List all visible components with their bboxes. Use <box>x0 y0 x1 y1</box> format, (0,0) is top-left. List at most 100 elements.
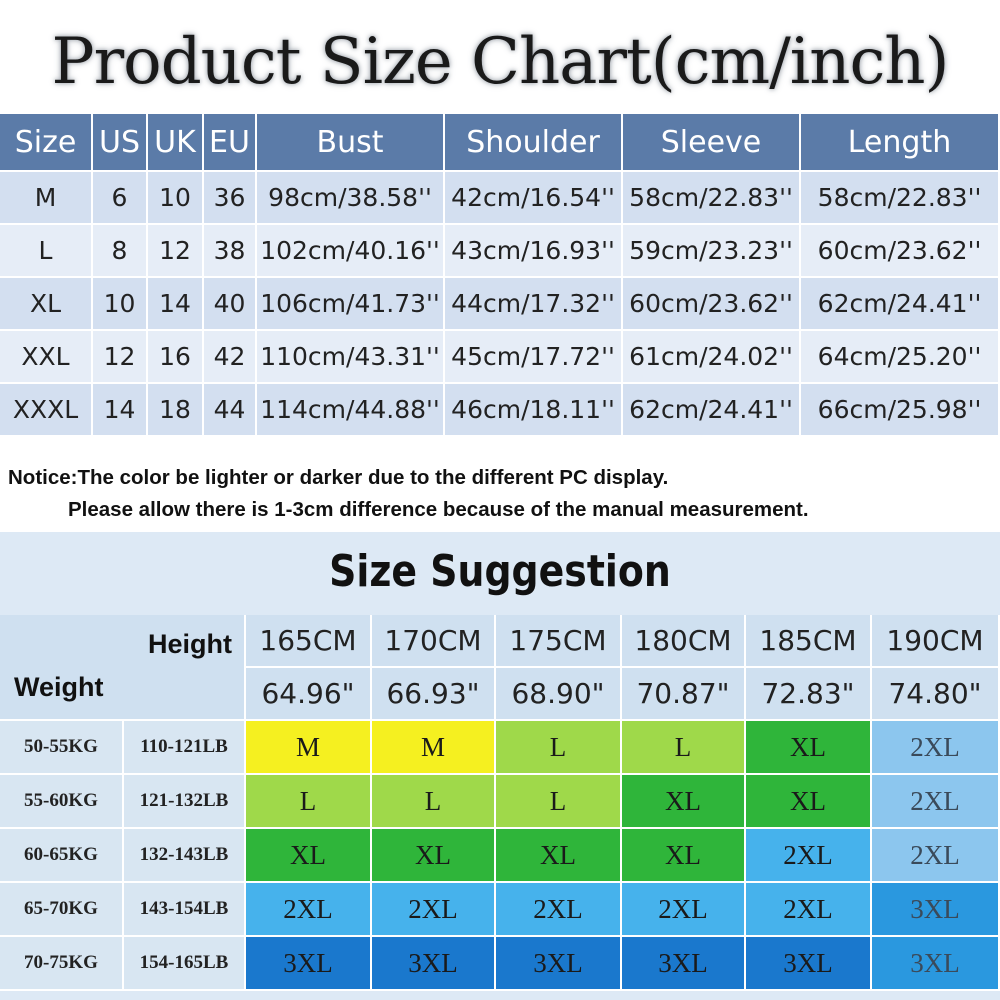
header-eu: EU <box>204 114 257 170</box>
cell-bust: 114cm/44.88'' <box>257 382 445 435</box>
suggestion-row: 50-55KG 110-121LB M M L L XL 2XL <box>0 721 1000 775</box>
cell-shoulder: 43cm/16.93'' <box>445 223 623 276</box>
cell-sleeve: 59cm/23.23'' <box>623 223 801 276</box>
header-bust: Bust <box>257 114 445 170</box>
suggested-size: 2XL <box>622 883 746 937</box>
notice-line-2: Please allow there is 1-3cm difference b… <box>68 498 809 521</box>
size-chart-row: XXXL 14 18 44 114cm/44.88'' 46cm/18.11'' 62cm/… <box>0 382 1000 435</box>
height-inch: 74.80" <box>872 668 1000 721</box>
header-uk: UK <box>148 114 204 170</box>
height-cm: 185CM <box>746 615 872 668</box>
suggested-size: 3XL <box>372 937 496 991</box>
cell-size: M <box>0 170 93 223</box>
height-cm: 190CM <box>872 615 1000 668</box>
height-cm-row: Height Weight 165CM 170CM 175CM 180CM 18… <box>0 615 1000 721</box>
header-size: Size <box>0 114 93 170</box>
suggested-size: 2XL <box>872 829 1000 883</box>
cell-bust: 98cm/38.58'' <box>257 170 445 223</box>
cell-shoulder: 44cm/17.32'' <box>445 276 623 329</box>
cell-us: 6 <box>93 170 148 223</box>
suggestion-row: 55-60KG 121-132LB L L L XL XL 2XL <box>0 775 1000 829</box>
notice-line-1: Notice:The color be lighter or darker du… <box>8 466 669 489</box>
suggestion-row: 60-65KG 132-143LB XL XL XL XL 2XL 2XL <box>0 829 1000 883</box>
notice: Notice:The color be lighter or darker du… <box>8 462 998 526</box>
cell-us: 10 <box>93 276 148 329</box>
suggested-size: 2XL <box>746 883 872 937</box>
cell-eu: 44 <box>204 382 257 435</box>
suggested-size: L <box>372 775 496 829</box>
cell-length: 58cm/22.83'' <box>801 170 1000 223</box>
height-label: Height <box>148 629 232 659</box>
corner-cell: Height Weight <box>0 615 246 721</box>
suggested-size: 2XL <box>746 829 872 883</box>
height-inch-row: 64.96" 66.93" 68.90" 70.87" 72.83" 74.80… <box>0 668 1000 721</box>
suggested-size: M <box>246 721 372 775</box>
cell-sleeve: 58cm/22.83'' <box>623 170 801 223</box>
height-inch: 70.87" <box>622 668 746 721</box>
suggested-size: 3XL <box>872 937 1000 991</box>
size-chart-row: L 8 12 38 102cm/40.16'' 43cm/16.93'' 59cm/23.2… <box>0 223 1000 276</box>
header-shoulder: Shoulder <box>445 114 623 170</box>
cell-size: L <box>0 223 93 276</box>
cell-sleeve: 60cm/23.62'' <box>623 276 801 329</box>
cell-eu: 40 <box>204 276 257 329</box>
cell-sleeve: 62cm/24.41'' <box>623 382 801 435</box>
cell-eu: 42 <box>204 329 257 382</box>
suggested-size: XL <box>496 829 622 883</box>
size-chart-table: Size US UK EU Bust Shoulder Sleeve Lengt… <box>0 114 1000 435</box>
suggested-size: 3XL <box>246 937 372 991</box>
header-us: US <box>93 114 148 170</box>
cell-uk: 18 <box>148 382 204 435</box>
size-chart-row: XL 10 14 40 106cm/41.73'' 44cm/17.32'' 60cm/23… <box>0 276 1000 329</box>
suggested-size: 3XL <box>746 937 872 991</box>
weight-kg: 60-65KG <box>0 829 124 883</box>
cell-uk: 14 <box>148 276 204 329</box>
cell-shoulder: 45cm/17.72'' <box>445 329 623 382</box>
cell-shoulder: 46cm/18.11'' <box>445 382 623 435</box>
suggested-size: 3XL <box>622 937 746 991</box>
suggested-size: XL <box>246 829 372 883</box>
header-sleeve: Sleeve <box>623 114 801 170</box>
suggested-size: XL <box>622 775 746 829</box>
cell-length: 60cm/23.62'' <box>801 223 1000 276</box>
height-cm: 165CM <box>246 615 372 668</box>
size-suggestion-table: Height Weight 165CM 170CM 175CM 180CM 18… <box>0 615 1000 991</box>
cell-length: 64cm/25.20'' <box>801 329 1000 382</box>
cell-bust: 106cm/41.73'' <box>257 276 445 329</box>
suggested-size: L <box>246 775 372 829</box>
weight-kg: 55-60KG <box>0 775 124 829</box>
suggested-size: XL <box>372 829 496 883</box>
suggested-size: 3XL <box>496 937 622 991</box>
weight-kg: 50-55KG <box>0 721 124 775</box>
weight-kg: 65-70KG <box>0 883 124 937</box>
suggested-size: 3XL <box>872 883 1000 937</box>
cell-size: XL <box>0 276 93 329</box>
height-cm: 175CM <box>496 615 622 668</box>
suggestion-row: 65-70KG 143-154LB 2XL 2XL 2XL 2XL 2XL 3XL <box>0 883 1000 937</box>
suggestion-row: 70-75KG 154-165LB 3XL 3XL 3XL 3XL 3XL 3XL <box>0 937 1000 991</box>
cell-uk: 16 <box>148 329 204 382</box>
weight-lb: 154-165LB <box>124 937 246 991</box>
suggested-size: XL <box>746 721 872 775</box>
cell-us: 12 <box>93 329 148 382</box>
cell-length: 62cm/24.41'' <box>801 276 1000 329</box>
suggested-size: XL <box>746 775 872 829</box>
cell-eu: 36 <box>204 170 257 223</box>
size-suggestion-section: Size Suggestion Height Weight 165CM 170C… <box>0 532 1000 1000</box>
height-inch: 68.90" <box>496 668 622 721</box>
weight-lb: 143-154LB <box>124 883 246 937</box>
height-inch: 72.83" <box>746 668 872 721</box>
cell-uk: 12 <box>148 223 204 276</box>
suggested-size: 2XL <box>372 883 496 937</box>
height-inch: 64.96" <box>246 668 372 721</box>
header-length: Length <box>801 114 1000 170</box>
page-title: Product Size Chart(cm/inch) <box>51 25 950 99</box>
weight-label: Weight <box>14 672 104 702</box>
cell-size: XXXL <box>0 382 93 435</box>
suggested-size: XL <box>622 829 746 883</box>
size-chart-header-row: Size US UK EU Bust Shoulder Sleeve Lengt… <box>0 114 1000 170</box>
suggested-size: L <box>496 775 622 829</box>
cell-shoulder: 42cm/16.54'' <box>445 170 623 223</box>
height-cm: 170CM <box>372 615 496 668</box>
weight-lb: 121-132LB <box>124 775 246 829</box>
